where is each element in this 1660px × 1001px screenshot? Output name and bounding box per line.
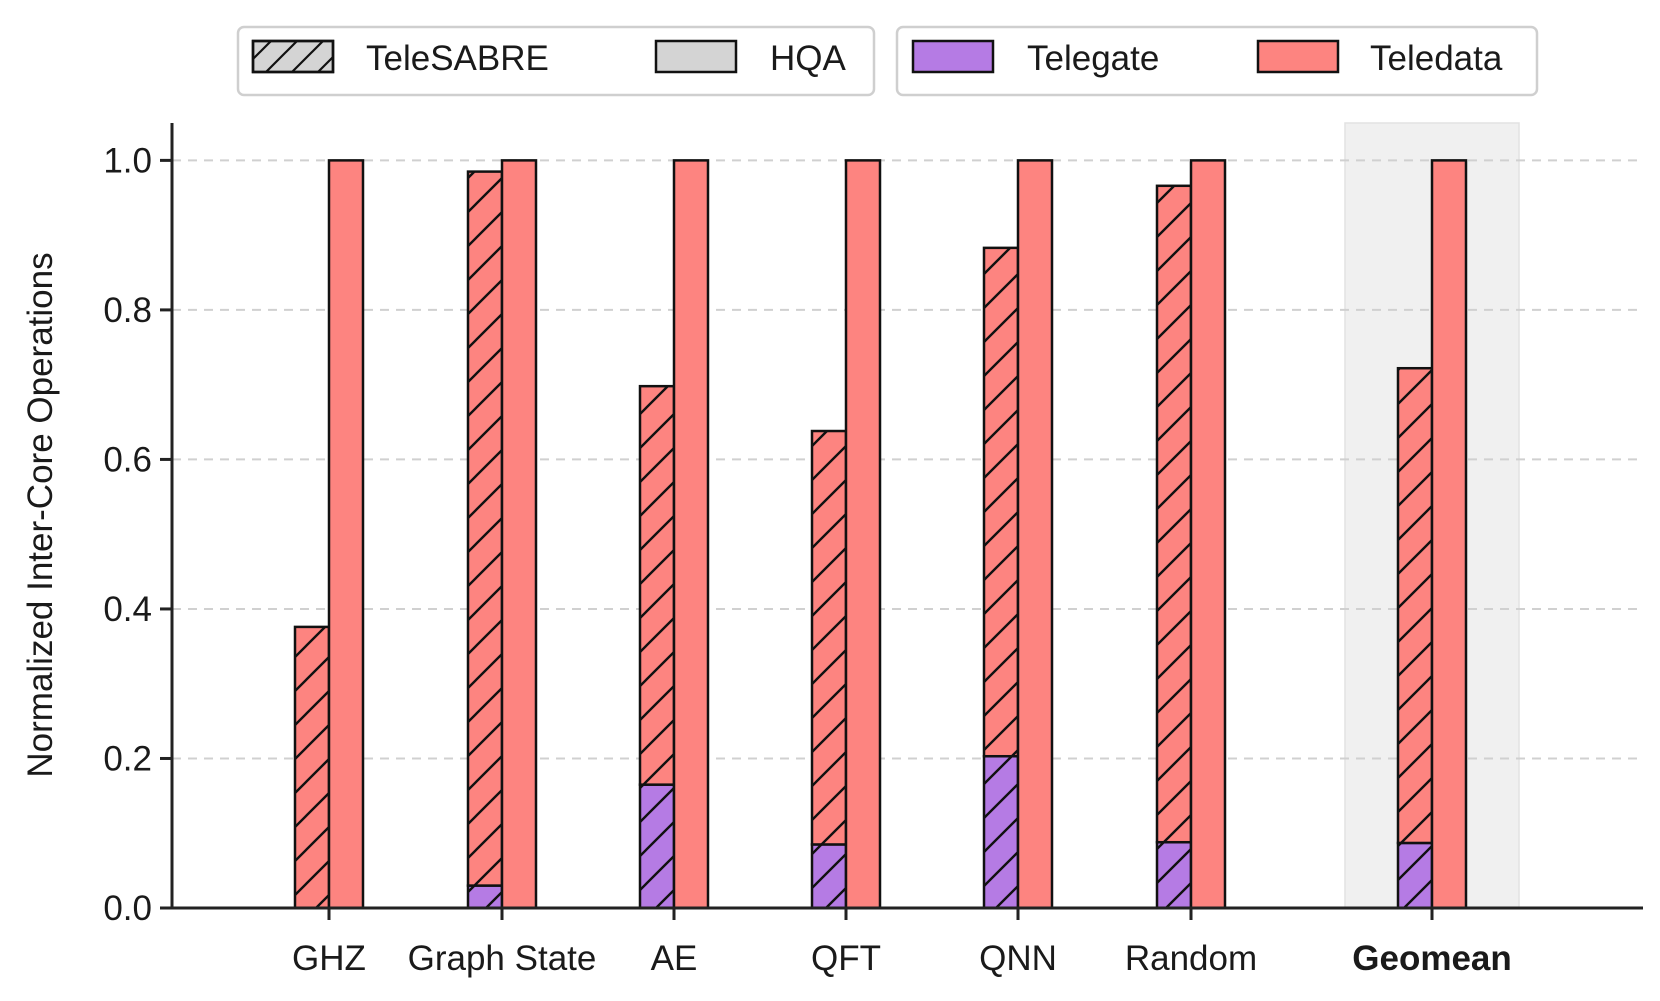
- bar-hatch-random-telesabre-teledata: [1157, 185, 1191, 843]
- x-tick-label-graph-state: Graph State: [408, 939, 597, 978]
- bar-ghz-hqa-teledata: [327, 159, 365, 910]
- bar-hatch-qft-telesabre-teledata: [812, 431, 846, 845]
- bar-hatch-graph-state-telesabre-teledata: [468, 171, 502, 886]
- bar-ae-hqa-teledata: [672, 159, 710, 910]
- y-tick-label-0.6: 0.6: [103, 440, 152, 479]
- bar-hatch-qft-telesabre-telegate: [812, 844, 846, 908]
- axes: [170, 123, 1643, 910]
- y-tick-label-0.4: 0.4: [103, 590, 152, 629]
- bar-hatch-geomean-telesabre-telegate: [1398, 842, 1432, 908]
- grid-lines: [172, 159, 1643, 760]
- y-tick-label-0.2: 0.2: [103, 739, 152, 778]
- bar-graph-state-hqa-teledata: [500, 159, 538, 910]
- x-tick-label-qnn: QNN: [979, 939, 1057, 978]
- bar-hatch-graph-state-telesabre-telegate: [468, 885, 502, 908]
- x-tick-label-random: Random: [1125, 939, 1257, 978]
- bar-hatch-ae-telesabre-teledata: [640, 386, 674, 785]
- x-tick-label-ghz: GHZ: [292, 939, 366, 978]
- bar-qft-hqa-teledata: [844, 159, 882, 910]
- legend-swatch-telegate: [911, 39, 995, 74]
- bar-hatch-ae-telesabre-telegate: [640, 784, 674, 908]
- legend-label-teledata: Teledata: [1370, 39, 1503, 78]
- legend-label-telegate: Telegate: [1027, 39, 1159, 78]
- bar-geomean-hqa-teledata: [1430, 159, 1468, 910]
- bar-hatch-geomean-telesabre-teledata: [1398, 368, 1432, 843]
- y-axis-title: Normalized Inter-Core Operations: [21, 252, 60, 777]
- bar-hatch-ghz-telesabre-teledata: [295, 626, 329, 908]
- bar-qnn-hqa-teledata: [1016, 159, 1054, 910]
- bar-hatch-qnn-telesabre-telegate: [984, 756, 1018, 908]
- y-tick-label-0.8: 0.8: [103, 291, 152, 330]
- x-tick-label-geomean: Geomean: [1352, 939, 1512, 978]
- x-tick-label-qft: QFT: [811, 939, 881, 978]
- legend-swatch-teledata: [1256, 39, 1340, 74]
- legend-label-telesabre: TeleSABRE: [366, 39, 549, 78]
- legend-operations: Telegate Teledata: [895, 25, 1539, 97]
- bars: [293, 159, 1468, 910]
- legend-methods: TeleSABRE HQA: [236, 25, 876, 97]
- y-tick-label-1.0: 1.0: [103, 141, 152, 180]
- legend-swatch-hqa: [654, 39, 738, 74]
- bar-hatch-random-telesabre-telegate: [1157, 842, 1191, 908]
- bar-hatch-qnn-telesabre-teledata: [984, 247, 1018, 757]
- x-tick-label-ae: AE: [651, 939, 698, 978]
- bar-random-hqa-teledata: [1189, 159, 1227, 910]
- legend-label-hqa: HQA: [770, 39, 847, 78]
- y-tick-label-0.0: 0.0: [103, 889, 152, 928]
